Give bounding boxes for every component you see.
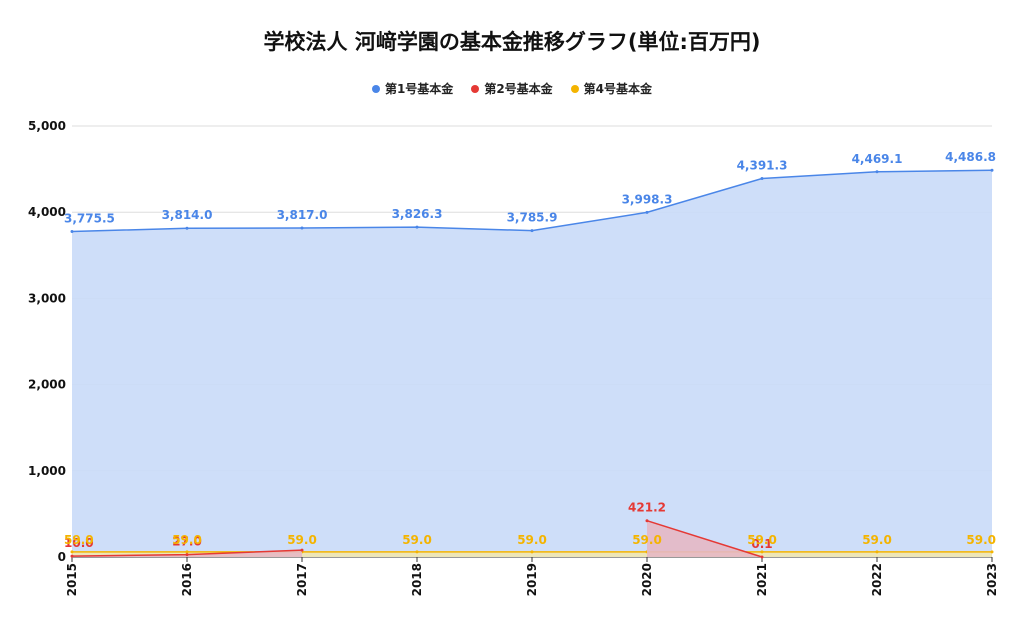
data-label-series-4-2019: 59.0 [517,533,547,547]
point-series-2-2021 [760,555,764,559]
x-tick-label-2021: 2021 [755,563,769,596]
line-series-2-run-1 [646,519,763,558]
data-label-series-2-2020: 421.2 [628,501,666,515]
legend-item-series-4[interactable]: 第4号基本金 [570,80,653,97]
chart-title: 学校法人 河﨑学園の基本金推移グラフ(単位:百万円) [263,30,761,54]
point-series-1-2019 [530,229,534,233]
y-tick-label-5000: 5,000 [28,119,66,133]
chart-legend: 第1号基本金 第2号基本金 第4号基本金 [0,80,1024,97]
data-label-series-4-2016: 59.0 [172,533,202,547]
data-label-series-4-2021: 59.0 [747,533,777,547]
point-series-2-2015 [70,554,74,558]
y-tick-label-0: 0 [58,550,66,564]
x-tick-label-2023: 2023 [985,563,999,596]
data-label-series-1-2015: 3,775.5 [64,212,115,226]
legend-swatch-series-2 [471,84,480,93]
data-label-series-4-2015: 59.0 [64,533,94,547]
legend-label-series-2: 第2号基本金 [484,82,553,96]
data-label-series-4-2020: 59.0 [632,533,662,547]
data-label-series-4-2023: 59.0 [966,533,996,547]
y-tick-label-1000: 1,000 [28,464,66,478]
point-series-4-2019 [530,550,534,554]
point-series-1-2022 [875,170,879,174]
point-series-4-2016 [185,550,189,554]
data-label-series-1-2022: 4,469.1 [852,152,903,166]
legend-item-series-1[interactable]: 第1号基本金 [371,80,454,97]
point-series-1-2021 [760,176,764,180]
point-series-1-2016 [185,226,189,230]
point-series-1-2020 [645,210,649,214]
data-label-series-1-2023: 4,486.8 [945,150,996,164]
legend-label-series-1: 第1号基本金 [384,82,454,96]
data-label-series-4-2018: 59.0 [402,533,432,547]
legend-item-series-2[interactable]: 第2号基本金 [471,80,553,97]
data-label-series-1-2017: 3,817.0 [277,208,328,222]
legend-label-series-4: 第4号基本金 [583,82,653,96]
area-series-1-run-0 [72,170,992,557]
x-tick-label-2020: 2020 [640,563,654,596]
data-label-series-1-2020: 3,998.3 [622,192,673,206]
x-tick-label-2017: 2017 [295,563,309,596]
point-series-1-2017 [300,226,304,230]
data-label-series-2-2016: 27.0 [172,535,202,549]
point-series-2-2016 [185,553,189,557]
data-label-series-1-2018: 3,826.3 [392,207,443,221]
x-tick-label-2018: 2018 [410,563,424,596]
x-tick-label-2022: 2022 [870,563,884,596]
legend-swatch-series-1 [371,84,380,93]
area-series-2-run-0 [72,550,302,557]
data-label-series-4-2017: 59.0 [287,533,317,547]
x-tick-label-2019: 2019 [525,563,539,596]
data-label-series-2-2015: 10.0 [64,536,94,550]
data-label-series-4-2022: 59.0 [862,533,892,547]
data-label-series-1-2016: 3,814.0 [162,208,213,222]
data-label-series-1-2019: 3,785.9 [507,211,558,225]
data-label-series-2-2021: 0.1 [751,537,772,551]
y-tick-label-3000: 3,000 [28,291,66,305]
x-tick-label-2016: 2016 [180,563,194,596]
data-label-series-1-2021: 4,391.3 [737,158,788,172]
point-series-4-2021 [760,550,764,554]
x-tick-label-2015: 2015 [65,563,79,596]
y-tick-label-4000: 4,000 [28,205,66,219]
point-series-4-2015 [70,550,74,554]
legend-swatch-series-4 [570,84,579,93]
point-series-1-2018 [415,225,419,229]
point-series-4-2018 [415,550,419,554]
point-series-1-2015 [70,230,74,234]
point-series-4-2023 [990,550,994,554]
point-series-1-2023 [990,168,994,172]
point-series-2-2017 [300,548,304,552]
point-series-2-2020 [645,519,649,523]
point-series-4-2022 [875,550,879,554]
y-tick-label-2000: 2,000 [28,378,66,392]
